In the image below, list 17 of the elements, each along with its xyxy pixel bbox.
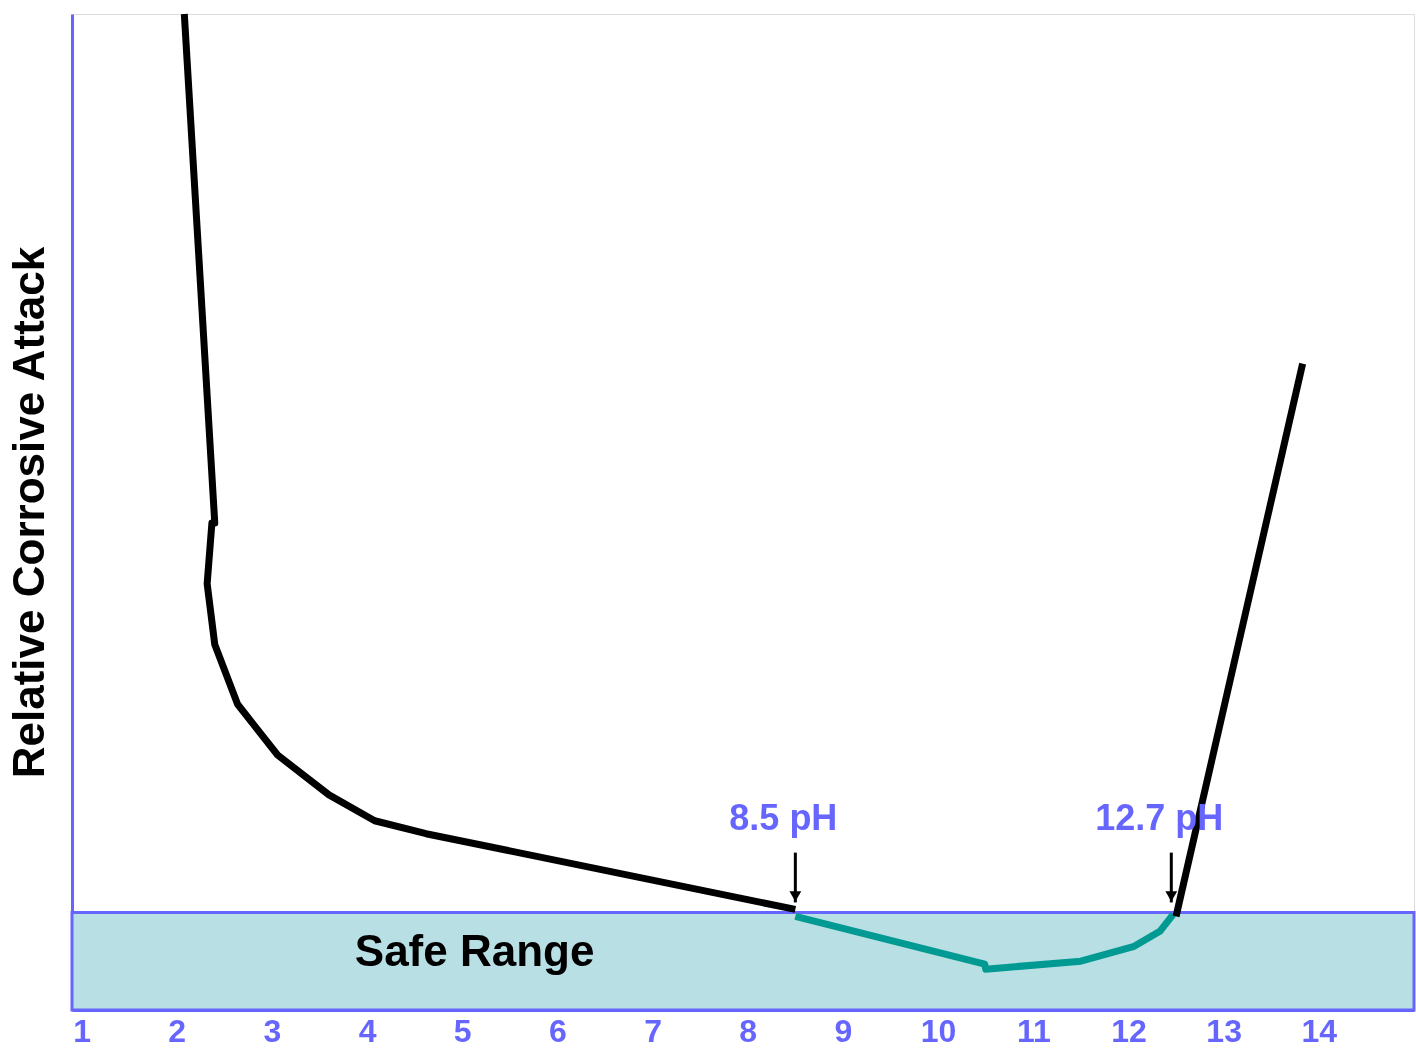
x-tick-label: 2: [168, 1012, 187, 1049]
x-tick-label: 6: [549, 1012, 567, 1049]
x-tick-label: 1: [73, 1012, 91, 1049]
x-tick-label: 4: [358, 1012, 377, 1049]
x-tick-label: 5: [453, 1012, 472, 1049]
x-tick-label: 7: [644, 1012, 662, 1049]
x-tick-label: 14: [1301, 1012, 1338, 1049]
x-tick-label: 8: [739, 1012, 758, 1049]
x-tick-label: 12: [1111, 1012, 1147, 1049]
band-label: Safe Range: [354, 926, 595, 976]
x-tick-label: 13: [1206, 1012, 1242, 1049]
x-tick-label: 10: [920, 1012, 957, 1049]
x-tick-label: 9: [834, 1012, 853, 1049]
annotation: 8.5 pH: [729, 796, 838, 838]
x-tick-label: 11: [1016, 1012, 1051, 1049]
y-axis-title: Relative Corrosive Attack: [3, 246, 53, 779]
x-tick-label: 3: [263, 1012, 282, 1049]
